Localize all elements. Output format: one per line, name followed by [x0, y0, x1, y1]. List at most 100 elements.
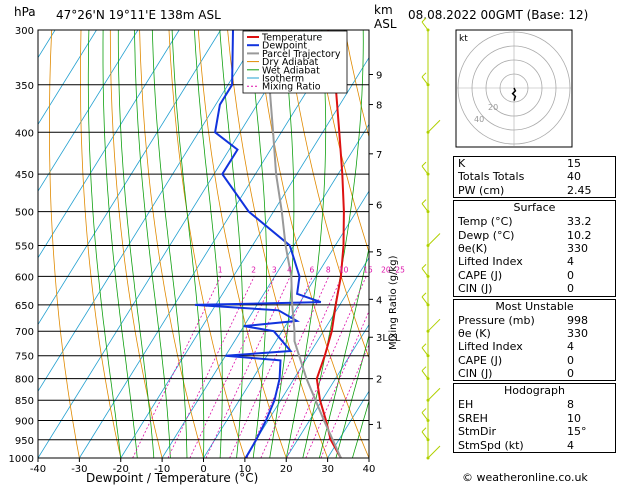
wind-level-dot: [426, 398, 430, 402]
axes: 3003504004505005506006507007508008509009…: [9, 26, 401, 475]
plot-lines: [38, 30, 369, 458]
hodograph-ring-label: 40: [474, 115, 484, 124]
x-tick-label: 30: [321, 464, 334, 475]
wind-level-dot: [426, 329, 430, 333]
most-unstable-value: 0: [567, 353, 574, 367]
index-label: PW (cm): [458, 183, 505, 197]
mixing-ratio-tick-label: 1: [218, 265, 223, 274]
most-unstable-title: Most Unstable: [495, 299, 574, 313]
hodograph-stat-row: SREH 10: [454, 412, 615, 425]
surface-title: Surface: [513, 201, 556, 215]
datetime-label: 08.08.2022 00GMT (Base: 12): [408, 8, 588, 22]
wind-barb: [427, 318, 441, 332]
index-label: K: [458, 157, 466, 170]
wind-barb: [421, 264, 429, 277]
km-tick-label: 9: [376, 70, 382, 81]
wind-barb: [427, 233, 441, 246]
isotherm-line: [38, 30, 180, 259]
hodograph-ring-label: 20: [488, 103, 498, 112]
mixing-ratio-line: [260, 276, 343, 458]
hodograph-stat-row: StmDir 15°: [454, 425, 615, 438]
km-tick-label: 8: [376, 101, 382, 112]
surface-value: 330: [567, 241, 588, 255]
series-line-temperature: [315, 30, 345, 458]
hodograph-trace: [511, 87, 517, 101]
hodograph-stat-label: SREH: [458, 411, 488, 425]
hodograph-stat-row: EH 8: [454, 398, 615, 411]
km-tick-label: 4: [376, 295, 382, 306]
most-unstable-label: Pressure (mb): [458, 313, 535, 327]
km-tick-label: 2: [376, 375, 382, 386]
hodograph-stat-value: 4: [567, 438, 574, 452]
most-unstable-label: θe (K): [458, 326, 491, 340]
hodograph-stat-label: StmDir: [458, 425, 497, 439]
y-tick-label: 400: [15, 128, 34, 139]
km-tick-label: 5: [376, 248, 382, 259]
surface-label: Temp (°C): [458, 215, 513, 229]
y-tick-label: 500: [15, 208, 34, 219]
y-tick-label: 950: [15, 436, 34, 447]
surface-row: θe(K) 330: [454, 242, 615, 255]
legend-item-label: Isotherm: [262, 74, 304, 85]
wind-barb: [421, 427, 429, 441]
hpa-unit-label: hPa: [14, 5, 36, 19]
y-tick-label: 300: [15, 26, 34, 37]
most-unstable-value: 998: [567, 313, 588, 327]
x-tick-label: -40: [30, 464, 46, 475]
hodograph: kt 20 40: [455, 29, 573, 148]
wind-profile: [421, 17, 441, 460]
footer-credit: © weatheronline.co.uk: [462, 471, 588, 484]
wind-level-dot: [426, 83, 430, 87]
most-unstable-row: Lifted Index 4: [454, 340, 615, 353]
y-tick-label: 350: [15, 81, 34, 92]
most-unstable-row: CAPE (J) 0: [454, 354, 615, 367]
wet-adiabat-line: [219, 30, 244, 458]
isotherm-line: [285, 323, 369, 458]
wind-level-dot: [426, 210, 430, 214]
wind-level-dot: [426, 419, 430, 423]
hodograph-unit-label: kt: [459, 34, 468, 44]
index-value: 2.45: [567, 183, 592, 197]
isotherm-line: [38, 30, 263, 392]
surface-label: CIN (J): [458, 282, 493, 296]
mixing-ratio-tick-label: 6: [309, 265, 314, 274]
mixing-ratio-line: [286, 276, 367, 458]
x-axis-label: Dewpoint / Temperature (°C): [86, 471, 258, 485]
wet-adiabat-line: [335, 334, 369, 458]
hodograph-stat-label: EH: [458, 398, 474, 412]
wind-barb: [421, 292, 429, 306]
most-unstable-row: θe (K) 330: [454, 327, 615, 340]
mixing-ratio-line: [305, 310, 369, 458]
hodograph-stat-value: 15°: [567, 425, 587, 439]
series-line-parcel-trajectory: [265, 30, 342, 458]
mixing-ratio-tick-label: 3: [272, 265, 277, 274]
y-tick-label: 550: [15, 241, 34, 252]
mixing-ratio-tick-label: 20: [381, 265, 391, 274]
wind-barb: [421, 408, 429, 421]
index-row: K 15: [454, 157, 615, 170]
wind-level-dot: [426, 456, 430, 460]
isotherm-line: [244, 257, 369, 458]
surface-box: Surface Temp (°C) 33.2 Dewp (°C) 10.2 θe(K) 3…: [453, 200, 616, 297]
dry-adiabat-line: [48, 30, 80, 458]
most-unstable-value: 330: [567, 326, 588, 340]
dry-adiabat-line: [197, 30, 287, 458]
x-tick-label: 0: [200, 464, 206, 475]
mixing-ratio-tick-label: 4: [287, 265, 292, 274]
legend-item-label: Parcel Trajectory: [262, 49, 341, 60]
km-unit-label: km: [374, 3, 393, 17]
wind-level-dot: [426, 354, 430, 358]
wind-level-dot: [426, 28, 430, 32]
x-tick-label: 10: [239, 464, 252, 475]
most-unstable-label: CIN (J): [458, 367, 493, 381]
mixing-ratio-axis-label: Mixing Ratio (g/kg): [388, 255, 399, 350]
series-line-dewpoint: [194, 30, 322, 458]
wind-level-dot: [426, 377, 430, 381]
hodograph-stat-value: 10: [567, 411, 581, 425]
y-tick-label: 450: [15, 170, 34, 181]
km-tick-label: 6: [376, 200, 382, 211]
wind-level-dot: [426, 303, 430, 307]
surface-row: CIN (J) 0: [454, 282, 615, 295]
